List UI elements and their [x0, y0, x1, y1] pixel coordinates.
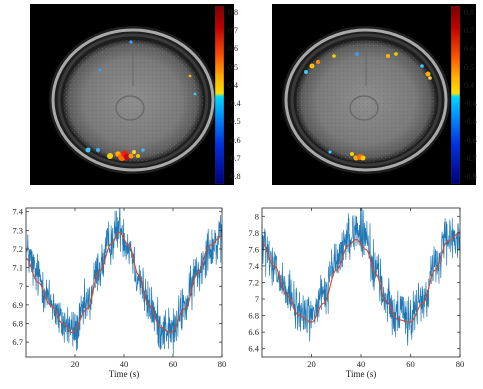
- y-tick-label: 7: [19, 281, 23, 291]
- x-axis-label: Time (s): [109, 369, 139, 379]
- colorbar-left-labels: 0.8 0.7 0.6 0.5 0.4 -0.4 -0.5 -0.6 -0.7 …: [228, 6, 252, 184]
- timeseries-plot-right: 20 40 60 80 6.4 6.6 6.8 7 7.2 7.4 7.6 7.8 8 Time (s): [248, 207, 465, 379]
- colorbar-tick: 0.5: [228, 63, 238, 73]
- x-tick-label: 80: [456, 359, 465, 369]
- x-tick-label: 40: [357, 359, 366, 369]
- colorbar-tick: -0.7: [228, 154, 241, 164]
- activation-cluster-frontal-right: [304, 52, 432, 80]
- colorbar-tick: -0.5: [464, 116, 477, 126]
- y-tick-label: 7.8: [248, 228, 259, 238]
- colorbar-tick: 0.7: [464, 25, 474, 35]
- colorbar-tick: 0.4: [228, 81, 238, 91]
- timeseries-plot-left: 20 40 60 80 6.7 6.8 6.9 7 7.1 7.2 7.3 7.4 Time (s): [12, 207, 227, 379]
- x-tick-label: 20: [71, 359, 80, 369]
- colorbar-tick: -0.6: [464, 136, 477, 146]
- x-axis-label: Time (s): [346, 369, 376, 379]
- x-tick-label: 20: [307, 359, 316, 369]
- y-tick-label: 7.4: [12, 207, 23, 217]
- colorbar-tick: -0.6: [228, 136, 241, 146]
- colorbar-tick: 0.8: [228, 8, 238, 18]
- brain-image-right: [272, 4, 476, 185]
- x-tick-label: 60: [169, 359, 178, 369]
- colorbar-tick: -0.5: [228, 116, 241, 126]
- x-tick-label: 60: [406, 359, 415, 369]
- y-tick-label: 7: [255, 294, 259, 304]
- colorbar-right: [451, 6, 460, 184]
- x-tick-label: 40: [120, 359, 129, 369]
- brain-image-left: [30, 4, 234, 185]
- y-tick-label: 7.3: [12, 225, 23, 235]
- y-tick-label: 7.4: [248, 261, 259, 271]
- colorbar-tick: -0.8: [228, 171, 241, 181]
- colorbar-right-labels: 0.8 0.7 0.6 0.5 0.4 -0.4 -0.5 -0.6 -0.7 …: [464, 6, 483, 184]
- fit-line: [262, 232, 460, 323]
- y-tick-label: 7.1: [12, 263, 23, 273]
- colorbar-tick: 0.6: [464, 43, 474, 53]
- y-tick-label: 6.8: [248, 311, 259, 321]
- colorbar-tick: 0.8: [464, 8, 474, 18]
- colorbar-left: [215, 6, 224, 184]
- signal-line: [26, 208, 222, 355]
- signal-line: [262, 208, 460, 346]
- activation-cluster-occipital-right: [328, 150, 366, 161]
- x-tick-label: 80: [218, 359, 227, 369]
- colorbar-tick: 0.6: [228, 43, 238, 53]
- y-tick-label: 7.6: [248, 244, 259, 254]
- fit-line: [26, 231, 222, 334]
- y-tick-label: 6.9: [12, 300, 23, 310]
- colorbar-tick: -0.7: [464, 154, 477, 164]
- y-tick-label: 7.2: [12, 244, 23, 254]
- y-tick-label: 6.6: [248, 327, 259, 337]
- y-tick-label: 8: [255, 211, 259, 221]
- colorbar-tick: -0.4: [228, 98, 241, 108]
- y-tick-label: 6.4: [248, 344, 259, 354]
- colorbar-tick: -0.8: [464, 171, 477, 181]
- colorbar-tick: 0.4: [464, 81, 474, 91]
- y-tick-label: 6.7: [12, 337, 23, 347]
- y-tick-label: 7.2: [248, 278, 259, 288]
- colorbar-tick: -0.4: [464, 98, 477, 108]
- y-tick-label: 6.8: [12, 318, 23, 328]
- colorbar-tick: 0.5: [464, 63, 474, 73]
- activation-cluster-occipital-left: [85, 147, 145, 161]
- colorbar-tick: 0.7: [228, 25, 238, 35]
